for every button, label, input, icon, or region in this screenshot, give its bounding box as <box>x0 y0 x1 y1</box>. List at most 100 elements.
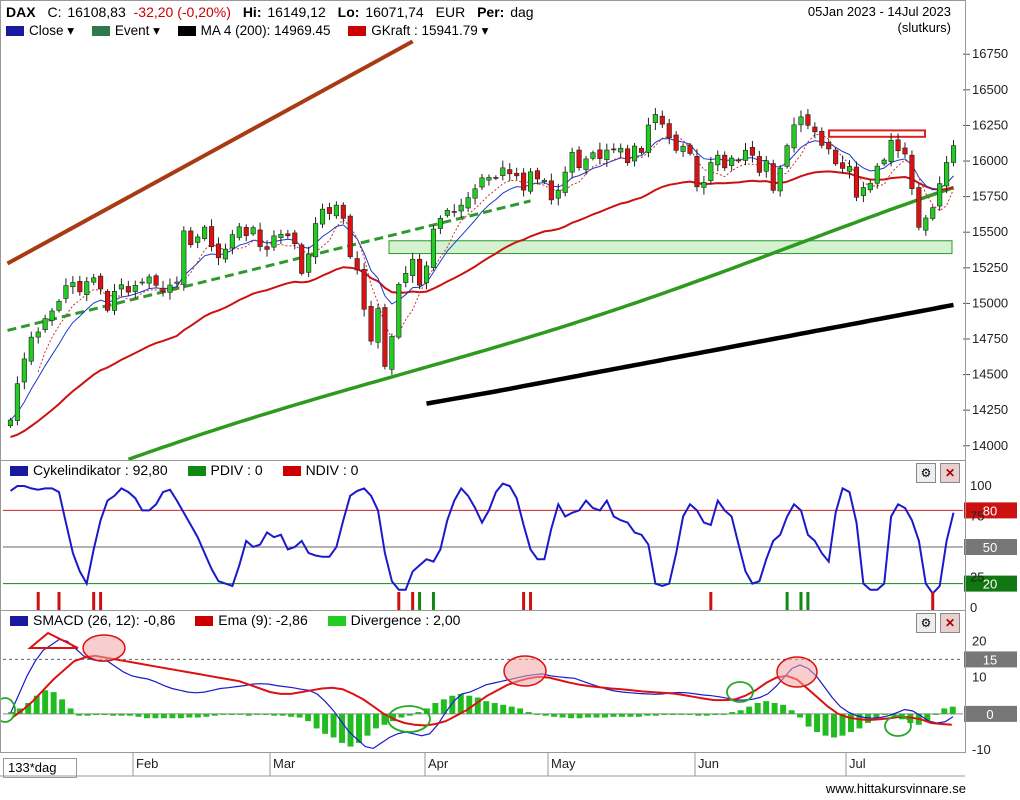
candle <box>35 331 41 338</box>
divergence-bar <box>898 713 905 720</box>
candle <box>347 215 353 258</box>
hi-label: Hi: <box>242 4 262 20</box>
divergence-bar <box>831 713 837 738</box>
month-label: Feb <box>136 756 158 771</box>
gkraft-line <box>10 170 954 439</box>
chevron-down-icon[interactable]: ▾ <box>149 23 160 38</box>
period-label-box[interactable]: 133*dag <box>3 758 77 778</box>
candle <box>521 172 527 191</box>
candle <box>77 281 83 293</box>
currency: EUR <box>435 4 466 20</box>
candle <box>916 187 922 228</box>
close-icon[interactable]: ✕ <box>940 613 960 633</box>
divergence-bar <box>50 692 57 714</box>
candle <box>70 282 76 288</box>
candle <box>756 156 762 173</box>
candle <box>632 145 638 162</box>
divergence-bar <box>118 713 125 716</box>
candle <box>888 140 894 163</box>
candle <box>167 284 173 293</box>
ndiv-bar <box>57 592 61 610</box>
ema-line <box>11 654 952 727</box>
legend-divergence-swatch <box>327 616 346 626</box>
divergence-bar <box>924 713 931 722</box>
divergence-bar <box>110 713 116 716</box>
legend-gkraft[interactable]: GKraft : 15941.79 ▾ <box>348 23 488 39</box>
candle <box>375 308 381 343</box>
wrench-icon[interactable]: ⚙ <box>916 463 936 483</box>
chevron-down-icon[interactable]: ▾ <box>477 23 489 38</box>
candle <box>333 204 339 217</box>
candle <box>874 165 880 184</box>
candle <box>271 235 277 248</box>
website-credit: www.hittakursvinnare.se <box>825 781 966 796</box>
close-ema-line <box>10 138 954 421</box>
panel-frame <box>0 0 966 461</box>
divergence-bar <box>423 708 430 714</box>
legend-ema[interactable]: Ema (9): -2,86 <box>195 612 308 628</box>
month-label: Apr <box>428 756 449 771</box>
divergence-bar <box>746 706 753 714</box>
smacd-line <box>10 638 954 750</box>
divergence-bar <box>491 702 498 714</box>
divergence-bar <box>237 713 244 715</box>
divergence-bar <box>585 713 591 718</box>
chevron-down-icon[interactable]: ▾ <box>63 23 75 38</box>
wrench-icon[interactable]: ⚙ <box>916 613 936 633</box>
pdiv-bar <box>785 592 789 610</box>
candle <box>14 383 20 421</box>
divergence-bar <box>839 713 846 736</box>
divergence-bar <box>780 704 787 714</box>
pdiv-bar <box>806 592 810 610</box>
macd-tick-label: -10 <box>972 742 991 757</box>
divergence-bar <box>59 699 66 714</box>
candle <box>139 281 145 284</box>
divergence-bar <box>822 713 829 736</box>
y-tick-label: 16500 <box>972 82 1008 97</box>
candle <box>209 226 215 248</box>
divergence-bar <box>864 713 871 723</box>
change-value: -32,20 (-0,20%) <box>133 4 231 20</box>
legend-ndiv[interactable]: NDIV : 0 <box>282 462 358 478</box>
divergence-bar <box>678 713 685 715</box>
divergence-bar <box>271 713 278 716</box>
legend-divergence[interactable]: Divergence : 2,00 <box>327 612 460 628</box>
legend-ma[interactable]: MA 4 (200): 14969.45 <box>177 23 330 38</box>
legend-pdiv[interactable]: PDIV : 0 <box>187 462 263 478</box>
legend-close[interactable]: Close ▾ <box>6 23 74 39</box>
divergence-bar <box>881 713 888 715</box>
date-range-box: 05Jan 2023 - 14Jul 2023 (slutkurs) <box>808 4 951 36</box>
candle <box>111 290 118 311</box>
candle <box>555 189 561 199</box>
legend-cycle[interactable]: Cykelindikator : 92,80 <box>10 462 168 478</box>
candle <box>264 246 270 250</box>
divergence-bar <box>432 702 439 714</box>
legend-event[interactable]: Event ▾ <box>91 23 160 39</box>
candle <box>618 147 624 153</box>
divergence-bar <box>576 713 583 719</box>
divergence-bar <box>262 713 269 715</box>
candle <box>777 167 783 192</box>
candle <box>493 177 499 179</box>
divergence-bar <box>228 713 235 715</box>
candle <box>195 236 201 243</box>
candle <box>923 217 929 231</box>
legend-smacd[interactable]: SMACD (26, 12): -0,86 <box>10 612 175 628</box>
divergence-bar <box>805 713 812 727</box>
candle <box>909 154 915 189</box>
candle <box>749 147 755 156</box>
divergence-bar <box>169 713 176 719</box>
y-tick-label: 15250 <box>972 260 1008 275</box>
divergence-bar <box>686 713 693 715</box>
divergence-bar <box>703 713 710 716</box>
legend-ma-swatch <box>177 26 196 36</box>
macd-tag-0: 0 <box>986 707 993 722</box>
ndiv-bar <box>931 592 935 610</box>
candle <box>229 234 235 249</box>
y-tick-label: 15750 <box>972 189 1008 204</box>
close-icon[interactable]: ✕ <box>940 463 960 483</box>
divergence-bar <box>856 713 863 729</box>
candle <box>583 158 589 170</box>
divergence-bar <box>635 713 642 717</box>
divergence-bar <box>729 712 736 714</box>
